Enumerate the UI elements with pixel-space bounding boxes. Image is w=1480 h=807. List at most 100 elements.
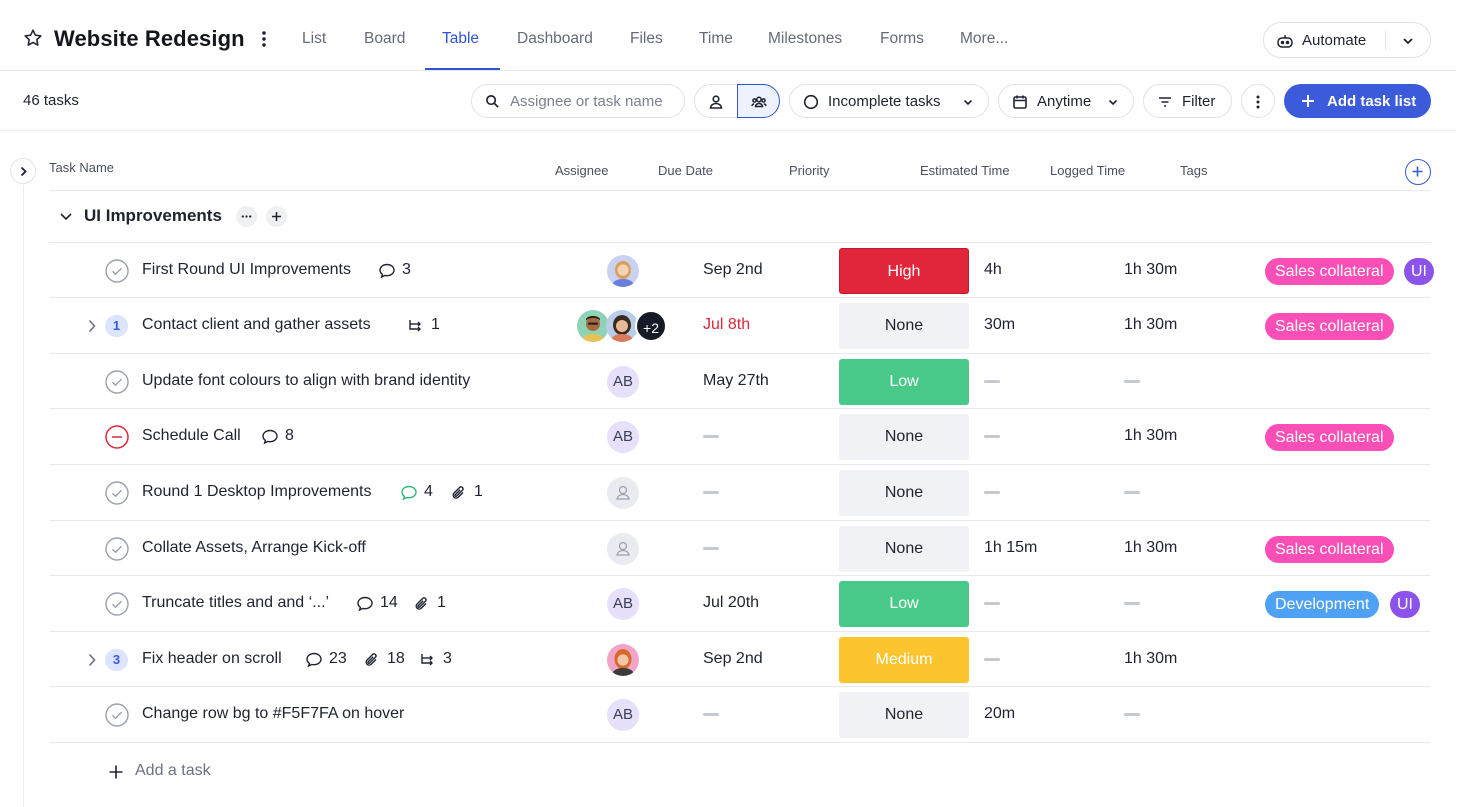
task-name[interactable]: Round 1 Desktop Improvements <box>142 483 372 500</box>
check-circle-icon[interactable] <box>105 259 129 283</box>
expand-sidebar-button[interactable] <box>10 158 36 184</box>
priority-badge[interactable]: Medium <box>839 637 969 683</box>
avatar[interactable] <box>607 644 639 676</box>
avatar[interactable]: AB <box>607 588 639 620</box>
tab-dashboard[interactable]: Dashboard <box>517 30 593 47</box>
chevron-right-icon[interactable] <box>85 653 99 667</box>
date-filter-dropdown[interactable]: Anytime <box>998 84 1134 118</box>
check-circle-icon[interactable] <box>105 592 129 616</box>
tab-time[interactable]: Time <box>699 30 733 47</box>
table-row[interactable]: First Round UI Improvements 3 Sep 2nd Hi… <box>49 243 1434 298</box>
priority-badge[interactable]: High <box>839 248 969 294</box>
priority-badge[interactable]: None <box>839 470 969 516</box>
everyone-tasks-toggle[interactable] <box>737 84 780 118</box>
estimated-time[interactable]: 4h <box>984 261 1002 278</box>
tag[interactable]: Sales collateral <box>1265 258 1394 285</box>
tab-more[interactable]: More... <box>960 30 1009 47</box>
priority-badge[interactable]: None <box>839 414 969 460</box>
priority-badge[interactable]: None <box>839 526 969 572</box>
check-circle-icon[interactable] <box>105 537 129 561</box>
column-header-priority[interactable]: Priority <box>789 163 830 178</box>
empty-estimated-time[interactable] <box>984 380 1000 383</box>
priority-badge[interactable]: None <box>839 303 969 349</box>
add-task-list-button[interactable]: Add task list <box>1284 84 1431 118</box>
more-assignees-badge[interactable]: +2 <box>635 310 667 342</box>
check-circle-icon[interactable] <box>105 703 129 727</box>
task-name[interactable]: Update font colours to align with brand … <box>142 372 471 389</box>
tag[interactable]: Sales collateral <box>1265 536 1394 563</box>
due-date[interactable]: May 27th <box>703 372 769 389</box>
column-header-due-date[interactable]: Due Date <box>658 163 713 178</box>
table-row[interactable]: 3 Fix header on scroll 23 18 3 Sep 2nd M… <box>49 632 1431 687</box>
tab-forms[interactable]: Forms <box>880 30 924 47</box>
empty-logged-time[interactable] <box>1124 713 1140 716</box>
column-header-tags[interactable]: Tags <box>1180 163 1208 178</box>
avatar[interactable] <box>577 310 609 342</box>
logged-time[interactable]: 1h 30m <box>1124 427 1178 444</box>
empty-due-date[interactable] <box>703 713 719 716</box>
logged-time[interactable]: 1h 30m <box>1124 261 1178 278</box>
task-name[interactable]: Contact client and gather assets <box>142 316 371 333</box>
subtask-count-badge[interactable]: 3 <box>105 649 128 671</box>
empty-due-date[interactable] <box>703 547 719 550</box>
tag[interactable]: Development <box>1265 591 1380 618</box>
estimated-time[interactable]: 30m <box>984 316 1016 333</box>
empty-logged-time[interactable] <box>1124 602 1140 605</box>
check-circle-icon[interactable] <box>105 370 129 394</box>
automate-button[interactable]: Automate <box>1263 22 1431 58</box>
empty-estimated-time[interactable] <box>984 658 1000 661</box>
avatar[interactable] <box>607 255 639 287</box>
table-row[interactable]: Schedule Call 8 AB None 1h 30m Sales col… <box>49 409 1431 464</box>
my-tasks-toggle[interactable] <box>694 84 738 118</box>
due-date[interactable]: Jul 20th <box>703 594 760 611</box>
tab-table[interactable]: Table <box>442 30 480 47</box>
avatar[interactable]: AB <box>607 421 639 453</box>
tag[interactable]: Sales collateral <box>1265 424 1394 451</box>
table-row[interactable]: 1 Contact client and gather assets 1 +2 … <box>49 298 1431 353</box>
tab-board[interactable]: Board <box>364 30 406 47</box>
add-column-button[interactable] <box>1405 159 1431 185</box>
task-name[interactable]: Fix header on scroll <box>142 650 282 667</box>
task-name[interactable]: Change row bg to #F5F7FA on hover <box>142 705 405 722</box>
avatar[interactable]: AB <box>607 366 639 398</box>
filter-button[interactable]: Filter <box>1143 84 1232 118</box>
star-icon[interactable] <box>22 27 44 49</box>
logged-time[interactable]: 1h 30m <box>1124 650 1178 667</box>
task-list-title[interactable]: UI Improvements <box>84 206 222 225</box>
table-row[interactable]: Round 1 Desktop Improvements 4 1 None <box>49 465 1431 520</box>
logged-time[interactable]: 1h 30m <box>1124 539 1178 556</box>
column-header-assignee[interactable]: Assignee <box>555 163 609 178</box>
more-options-button[interactable] <box>1241 84 1275 118</box>
add-task-button[interactable]: Add a task <box>108 761 308 783</box>
due-date[interactable]: Jul 8th <box>703 316 751 333</box>
empty-estimated-time[interactable] <box>984 491 1000 494</box>
task-name[interactable]: Collate Assets, Arrange Kick-off <box>142 539 366 556</box>
empty-due-date[interactable] <box>703 435 719 438</box>
task-name[interactable]: Schedule Call <box>142 427 241 444</box>
task-list-more-button[interactable] <box>236 206 257 227</box>
table-row[interactable]: Change row bg to #F5F7FA on hover AB Non… <box>49 687 1431 742</box>
tab-list[interactable]: List <box>302 30 327 47</box>
column-header-logged-time[interactable]: Logged Time <box>1050 163 1126 178</box>
tag[interactable]: Sales collateral <box>1265 313 1394 340</box>
unassigned-avatar[interactable] <box>607 477 639 509</box>
column-header-estimated-time[interactable]: Estimated Time <box>920 163 1010 178</box>
logged-time[interactable]: 1h 30m <box>1124 316 1178 333</box>
empty-estimated-time[interactable] <box>984 602 1000 605</box>
chevron-down-icon[interactable] <box>1401 34 1415 48</box>
task-name[interactable]: First Round UI Improvements <box>142 261 351 278</box>
avatar[interactable]: AB <box>607 699 639 731</box>
table-row[interactable]: Truncate titles and and ‘...’ 14 1 AB Ju… <box>49 576 1431 631</box>
table-row[interactable]: Update font colours to align with brand … <box>49 354 1431 409</box>
status-filter-dropdown[interactable]: Incomplete tasks <box>789 84 989 118</box>
unassigned-avatar[interactable] <box>607 533 639 565</box>
tag[interactable]: UI <box>1390 591 1420 618</box>
tab-milestones[interactable]: Milestones <box>768 30 843 47</box>
due-date[interactable]: Sep 2nd <box>703 261 763 278</box>
search-input[interactable]: Assignee or task name <box>471 84 685 118</box>
priority-badge[interactable]: Low <box>839 359 969 405</box>
chevron-down-icon[interactable] <box>58 208 74 224</box>
priority-badge[interactable]: Low <box>839 581 969 627</box>
task-name[interactable]: Truncate titles and and ‘...’ <box>142 594 330 611</box>
subtask-count-badge[interactable]: 1 <box>105 315 128 337</box>
